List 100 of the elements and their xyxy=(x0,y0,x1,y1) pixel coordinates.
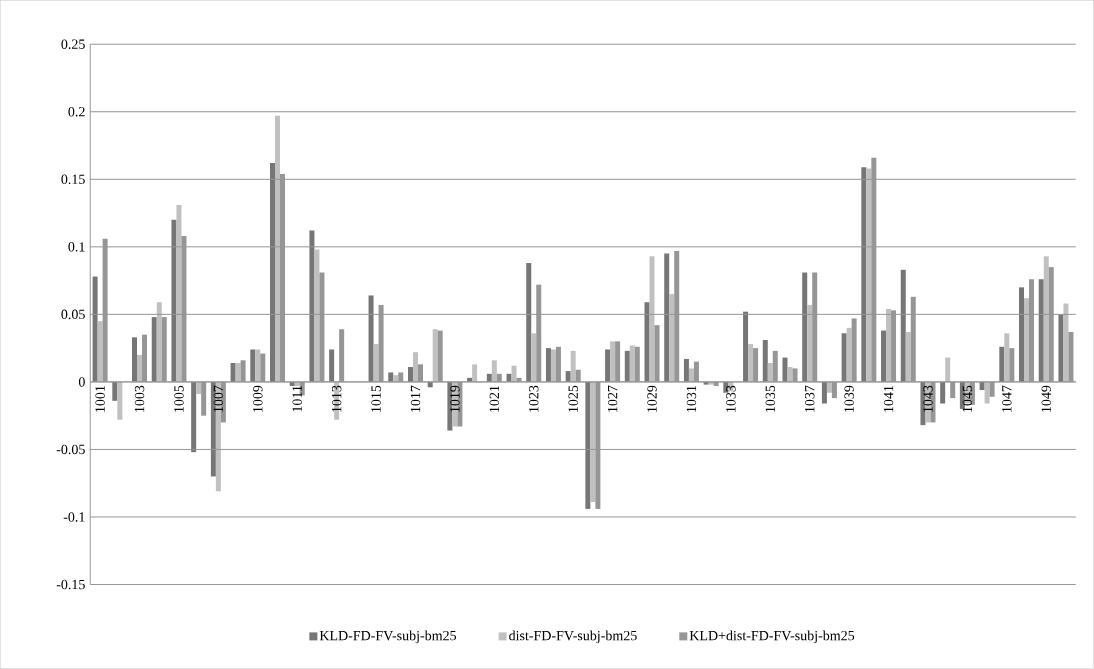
bar xyxy=(432,329,438,383)
bar xyxy=(407,367,413,383)
bar xyxy=(1038,279,1044,383)
bar xyxy=(762,340,768,383)
bar xyxy=(309,230,315,383)
y-tick-label: 0.15 xyxy=(61,174,85,185)
bar xyxy=(191,382,197,453)
x-tick-label: 1031 xyxy=(686,386,697,412)
bar xyxy=(235,363,241,383)
bar xyxy=(151,317,157,383)
legend-label: KLD-FD-FV-subj-bm25 xyxy=(319,630,457,644)
bar xyxy=(1024,298,1030,383)
bar xyxy=(644,302,650,383)
bar xyxy=(117,382,123,420)
x-tick-label: 1015 xyxy=(371,385,381,412)
y-tick-label: 0.05 xyxy=(61,309,85,320)
bar xyxy=(866,168,872,383)
y-tick-label: -0.05 xyxy=(56,444,85,455)
y-tick-label: 0 xyxy=(78,377,85,387)
bar xyxy=(846,327,852,383)
bar xyxy=(1043,256,1049,383)
bar xyxy=(491,360,497,383)
x-tick-label: 1007 xyxy=(213,385,224,412)
bar xyxy=(881,330,887,383)
bar xyxy=(743,311,749,383)
bar xyxy=(171,219,177,383)
bar xyxy=(329,349,335,383)
bar xyxy=(669,294,675,383)
x-tick-label: 1005 xyxy=(174,385,184,412)
x-tick-label: 1017 xyxy=(410,385,421,412)
y-tick-label: 0.2 xyxy=(68,107,85,117)
bar xyxy=(1004,333,1010,383)
x-tick-label: 1021 xyxy=(489,386,500,412)
bar xyxy=(137,355,143,383)
bar xyxy=(176,205,182,383)
bar xyxy=(590,382,596,503)
bar xyxy=(472,364,478,383)
bar xyxy=(999,346,1005,383)
x-tick-label: 1045 xyxy=(962,385,973,412)
bar xyxy=(373,344,379,383)
x-tick-label: 1037 xyxy=(804,385,815,412)
bar xyxy=(664,253,670,383)
bar xyxy=(412,352,418,383)
bar xyxy=(782,357,788,383)
bar xyxy=(802,272,808,383)
bar xyxy=(900,269,906,383)
bar xyxy=(629,345,635,383)
bar xyxy=(610,341,616,383)
bar xyxy=(984,382,990,404)
bar xyxy=(841,333,847,383)
x-tick-label: 1029 xyxy=(647,385,657,412)
bar xyxy=(368,295,374,383)
bar xyxy=(605,349,611,383)
bar xyxy=(821,382,827,404)
x-tick-label: 1047 xyxy=(1002,385,1012,412)
bar xyxy=(156,302,162,383)
bar xyxy=(511,365,517,383)
bar xyxy=(905,332,911,383)
bar xyxy=(585,382,591,509)
y-tick-label: -0.1 xyxy=(63,512,85,522)
legend-label: dist-FD-FV-subj-bm25 xyxy=(509,630,637,644)
x-tick-label: 1033 xyxy=(726,385,736,412)
bar xyxy=(388,372,394,383)
bar xyxy=(861,167,867,383)
x-tick-label: 1027 xyxy=(607,385,618,412)
y-tick-label: 0.25 xyxy=(61,39,85,50)
y-tick-label: -0.15 xyxy=(56,579,85,590)
bar xyxy=(270,163,275,383)
bar xyxy=(1019,287,1025,383)
bar xyxy=(255,349,261,383)
x-tick-label: 1001 xyxy=(95,386,105,412)
bar xyxy=(1058,314,1064,383)
bar xyxy=(550,349,556,383)
bar xyxy=(826,382,832,393)
x-tick-label: 1035 xyxy=(765,385,776,412)
bar xyxy=(250,349,256,383)
legend-label: KLD+dist-FD-FV-subj-bm25 xyxy=(689,630,855,644)
x-tick-label: 1013 xyxy=(331,385,342,412)
bar xyxy=(92,276,98,383)
bar xyxy=(748,344,754,383)
bar xyxy=(215,382,221,492)
y-tick-label: 0.1 xyxy=(68,242,85,252)
x-tick-label: 1025 xyxy=(568,385,578,412)
x-tick-label: 1011 xyxy=(292,386,302,412)
bar xyxy=(688,368,694,383)
x-tick-label: 1043 xyxy=(923,385,933,412)
x-tick-label: 1039 xyxy=(844,385,854,412)
x-tick-label: 1049 xyxy=(1041,385,1051,412)
x-tick-label: 1023 xyxy=(529,385,539,412)
bar xyxy=(807,305,813,383)
x-tick-label: 1019 xyxy=(450,385,460,412)
bar xyxy=(1063,303,1069,383)
bar xyxy=(132,337,138,383)
x-tick-label: 1009 xyxy=(253,385,263,412)
x-tick-label: 1003 xyxy=(134,385,145,412)
bar xyxy=(940,382,946,404)
bar xyxy=(545,348,551,383)
bar xyxy=(886,309,892,383)
bar xyxy=(97,321,103,383)
bar xyxy=(112,382,118,401)
